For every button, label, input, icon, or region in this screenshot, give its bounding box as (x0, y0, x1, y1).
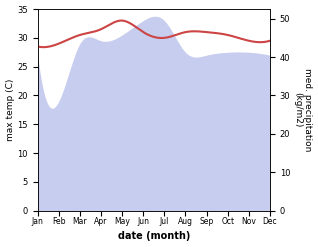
Y-axis label: max temp (C): max temp (C) (5, 79, 15, 141)
X-axis label: date (month): date (month) (118, 231, 190, 242)
Y-axis label: med. precipitation
(kg/m2): med. precipitation (kg/m2) (293, 68, 313, 152)
